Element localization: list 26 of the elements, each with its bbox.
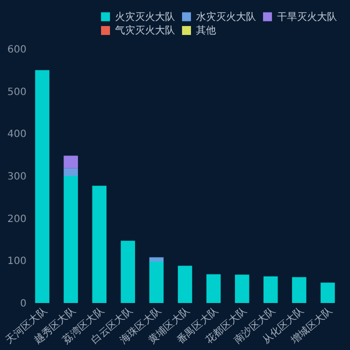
y-tick-label: 200 (7, 214, 26, 225)
legend-label: 火灾灭火大队 (115, 10, 175, 23)
bar (264, 276, 278, 303)
bar (120, 240, 136, 303)
bar (292, 277, 306, 303)
legend-label: 水灾灭火大队 (196, 10, 256, 23)
y-tick-label: 100 (7, 256, 26, 268)
bar (234, 274, 250, 303)
bar (149, 257, 164, 262)
bar (206, 274, 221, 303)
legend-label: 气灾灭火大队 (115, 24, 175, 36)
bar (35, 70, 50, 303)
y-tick-label: 600 (7, 44, 26, 56)
legend-label: 其他 (196, 24, 216, 36)
bar (64, 156, 78, 168)
y-tick-label: 300 (7, 172, 26, 182)
y-tick-label: 400 (7, 129, 26, 140)
bar (178, 266, 192, 303)
bar (92, 186, 106, 303)
bar (320, 282, 335, 303)
bar (149, 262, 164, 303)
bar (64, 168, 78, 176)
bar (64, 176, 78, 303)
y-tick-label: 0 (20, 298, 26, 310)
y-tick-label: 500 (7, 86, 26, 98)
legend-label: 干旱灭火大队 (277, 10, 337, 23)
